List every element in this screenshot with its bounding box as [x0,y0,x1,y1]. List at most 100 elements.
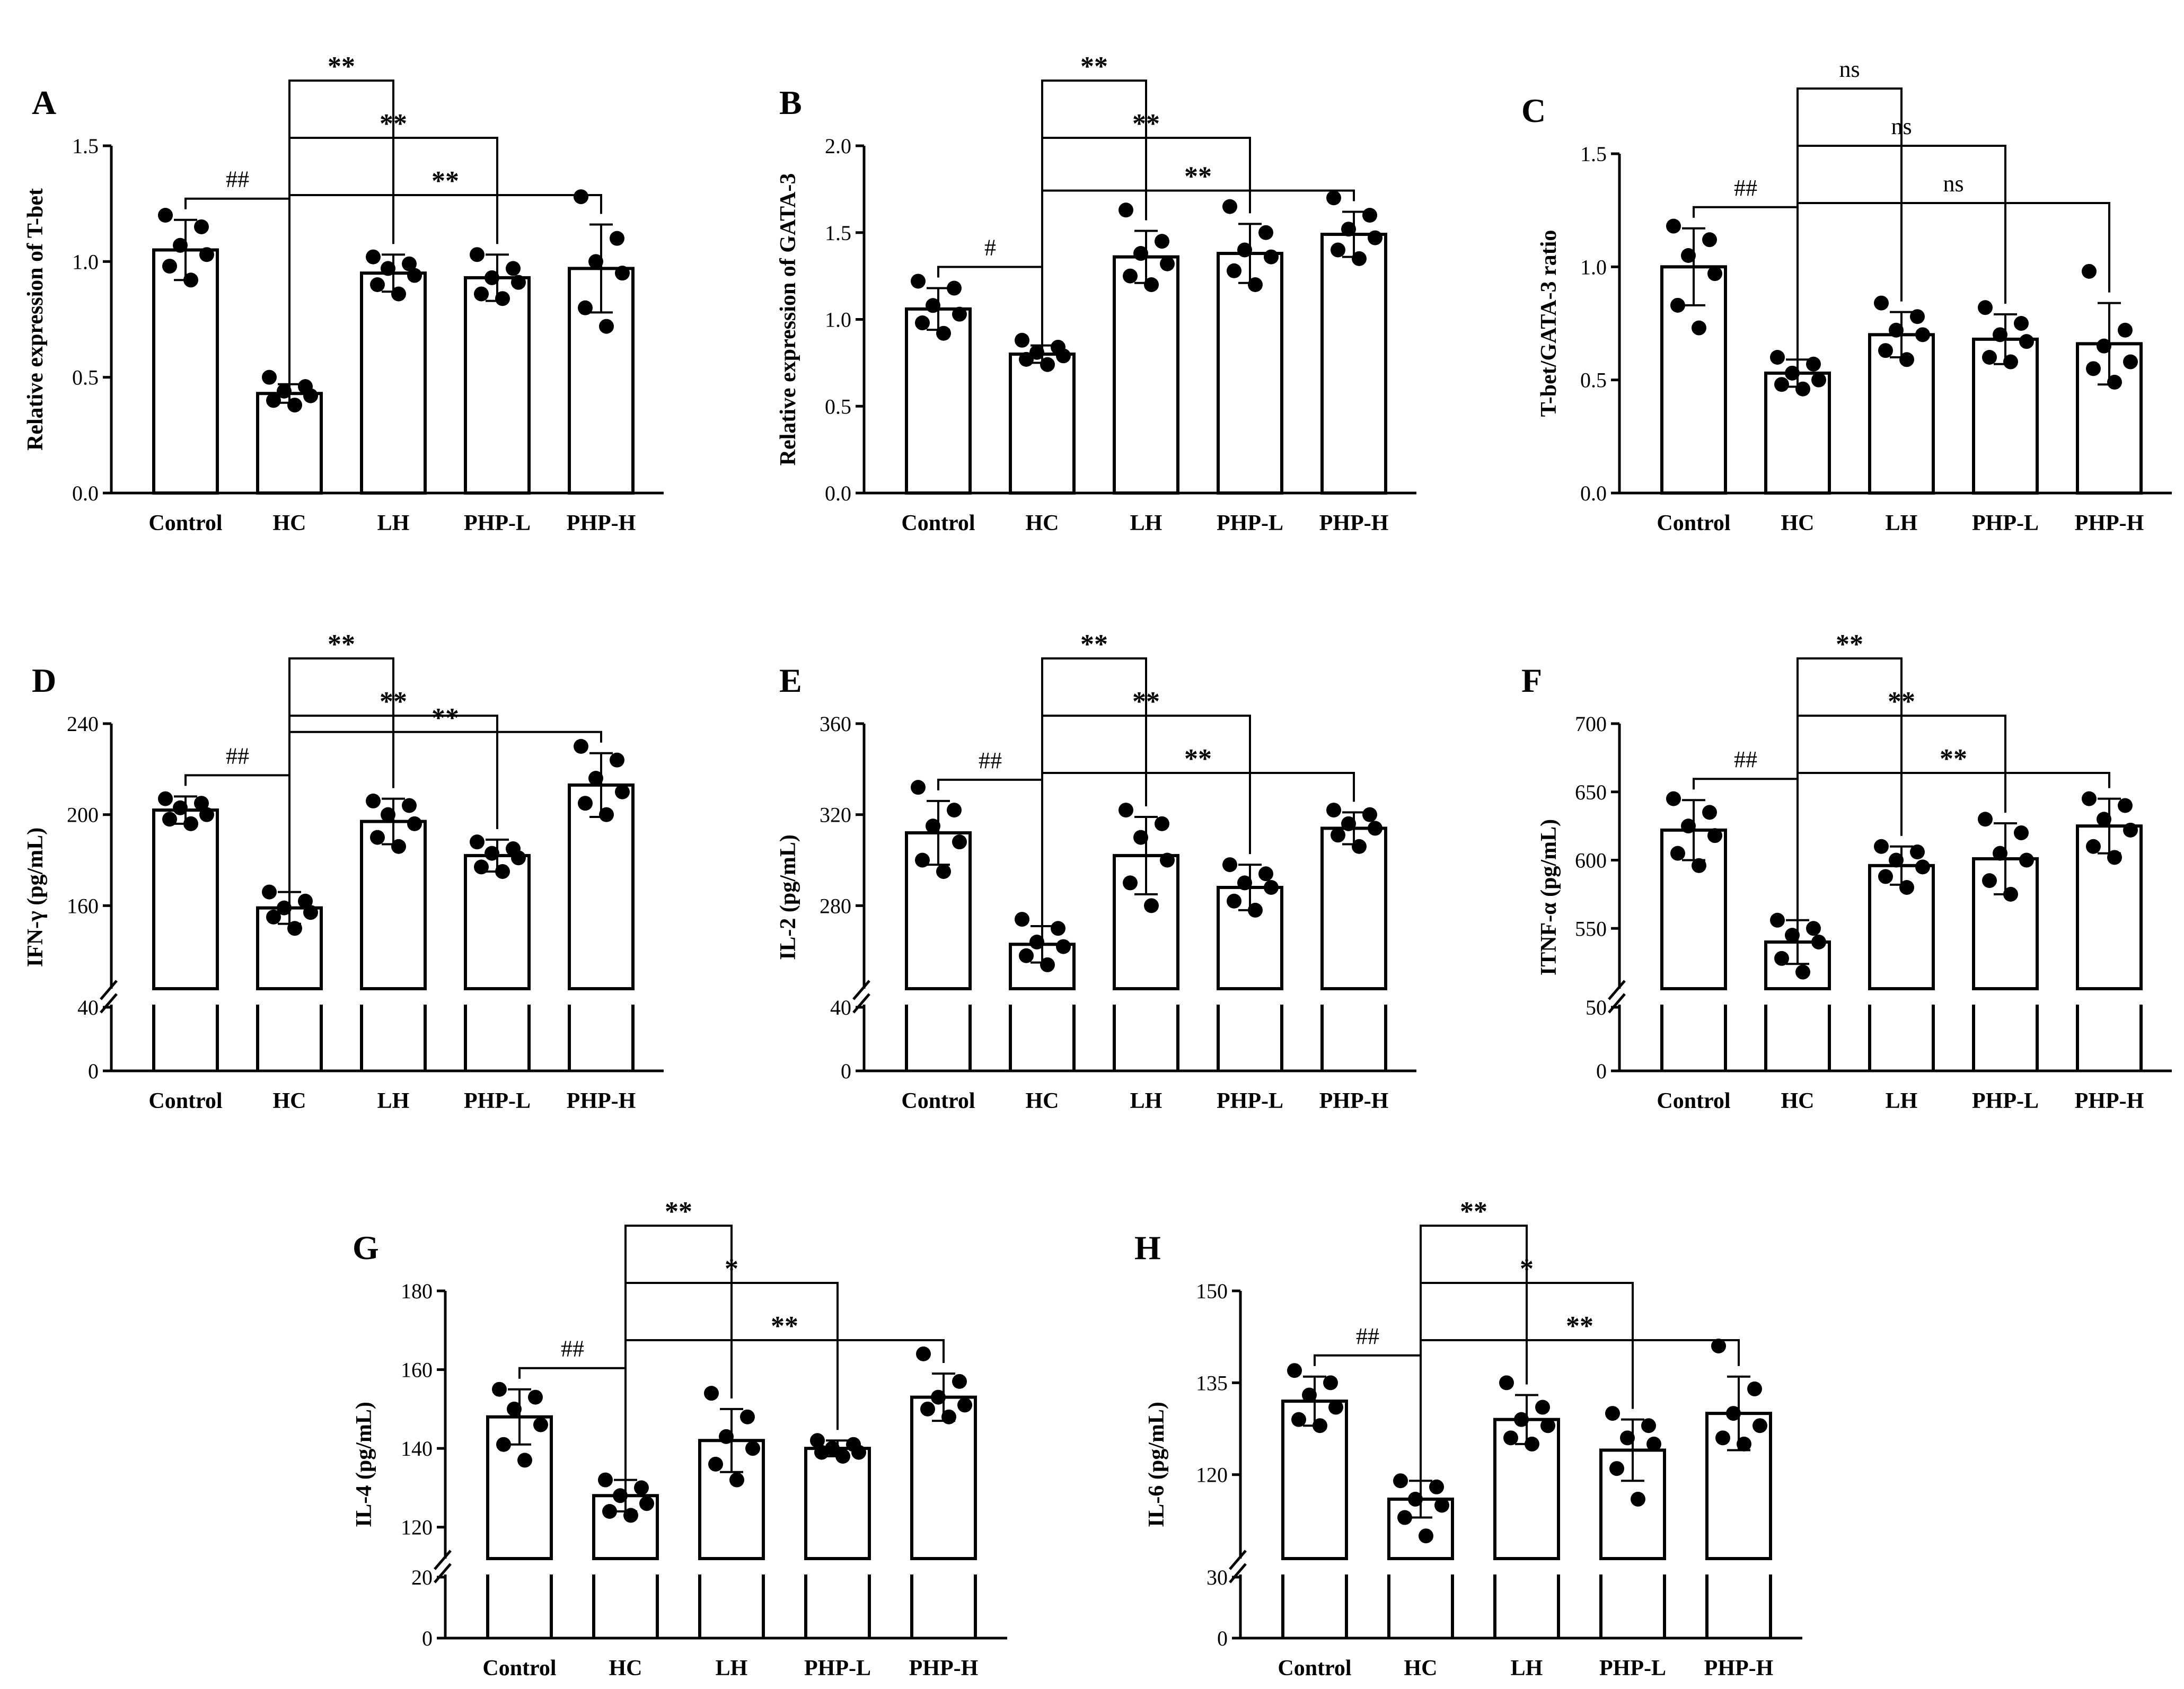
y-tick-label: 0 [841,1059,851,1083]
axis-break-mark [1608,993,1626,1014]
data-point [277,900,292,916]
data-point [1408,1491,1423,1507]
data-point [495,864,510,879]
data-point [1019,351,1034,367]
significance-label: ns [1891,113,1912,139]
y-tick-label: 1.0 [1580,255,1607,279]
x-tick-label: PHP-H [567,1089,636,1113]
data-point [1029,345,1044,360]
data-point [1331,828,1345,843]
significance-label: ## [1734,746,1757,772]
data-point [615,784,630,799]
x-tick-label: HC [1781,1089,1815,1113]
data-point [2086,361,2101,376]
x-tick-label: Control [148,511,222,535]
data-point [745,1441,760,1456]
data-point [1540,1418,1555,1433]
data-point [610,231,624,246]
data-point [1258,866,1273,882]
y-tick-label: 1.5 [1580,142,1607,166]
panel-d: D 160 200 240 0 40 IFN-γ (pg/mL) Control HC LH PHP… [23,629,664,1113]
data-point [740,1409,755,1424]
data-point [1056,348,1071,364]
y-tick-label: 0.0 [72,481,99,505]
data-point [1609,1461,1624,1476]
data-point [2014,316,2029,331]
significance-label: ## [226,743,249,769]
significance-label: ** [380,687,407,717]
significance-label: ns [1839,56,1860,82]
data-point [194,219,209,234]
data-point [183,816,198,831]
y-tick-label: 160 [67,894,99,918]
data-point [915,315,930,331]
data-point [1429,1479,1444,1494]
data-point [1368,821,1382,836]
data-point [1326,803,1341,818]
data-point [474,286,489,302]
significance-label: ## [561,1336,584,1362]
data-point [926,298,940,313]
data-point [183,272,198,288]
data-point [623,1508,638,1523]
bar [1217,252,1283,495]
y-tick-label: 0.5 [825,394,851,418]
data-point [391,839,406,854]
data-point [574,738,588,754]
data-point [1015,332,1029,348]
y-tick-label: 240 [67,712,99,736]
bar [152,248,219,495]
y-axis-label: IL-2 (pg/mL) [776,834,800,960]
x-tick-label: LH [716,1656,748,1681]
y-tick-label: 1.5 [825,221,851,245]
significance-bracket [1041,772,1355,939]
data-point [470,247,485,262]
data-point [402,256,417,271]
data-point [1051,921,1065,936]
data-point [1368,230,1382,245]
data-point [1123,268,1138,284]
x-tick-label: HC [273,1089,306,1113]
data-point [1133,830,1148,845]
significance-bracket [1420,1339,1740,1494]
data-point [407,816,422,831]
y-tick-label: 180 [401,1279,433,1303]
bar [804,1447,871,1560]
axis-break-mark [100,993,118,1014]
data-point [173,800,188,815]
data-point [926,819,940,834]
data-point [1328,1400,1343,1415]
y-tick-label: 360 [820,712,851,736]
y-tick-label: 2.0 [825,134,851,158]
x-tick-label: PHP-H [567,511,636,535]
x-tick-label: PHP-H [1319,1089,1389,1113]
data-point [1681,248,1696,263]
data-point [602,1504,617,1519]
data-point [1237,242,1252,258]
data-point [511,275,526,290]
panel-c: C 0.0 0.5 1.0 1.5 T-bet/GATA-3 ratio Control HC… [1521,56,2172,535]
bar [464,854,531,990]
panel-letter: C [1521,92,1546,129]
data-point [1915,327,1930,342]
significance-label: ** [771,1311,798,1341]
data-point [613,1488,628,1503]
data-point [1878,869,1893,884]
y-axis-label: IL-6 (pg/mL) [1144,1402,1169,1527]
bar [360,271,427,495]
significance-label: ** [1836,629,1863,659]
data-point [936,326,951,341]
bar [152,808,219,991]
y-axis-label: T-bet/GATA-3 ratio [1537,230,1561,417]
y-tick-label: 0.0 [1580,481,1607,505]
significance-label: ## [1356,1323,1379,1349]
y-tick-label: 30 [1207,1565,1228,1589]
x-tick-label: Control [482,1656,556,1681]
data-point [708,1456,723,1472]
data-point [2086,839,2101,854]
data-point [1362,208,1377,223]
data-point [911,274,926,289]
y-axis-label: IFN-γ (pg/mL) [23,828,48,967]
data-point [511,850,526,866]
x-tick-label: Control [148,1089,222,1113]
